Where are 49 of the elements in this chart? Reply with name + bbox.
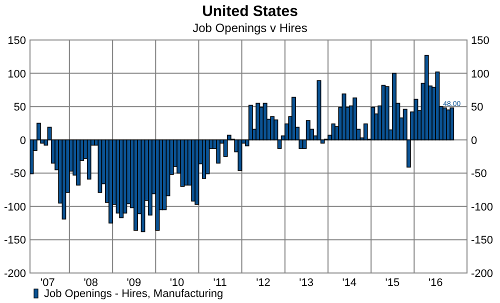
chart-subtitle: Job Openings v Hires xyxy=(192,21,308,35)
x-tick-label: '14 xyxy=(342,277,357,289)
bar xyxy=(414,98,418,140)
bar xyxy=(370,106,376,140)
y-tick-label: -50 xyxy=(10,168,26,180)
y-tick-label: -150 xyxy=(4,234,26,247)
legend-label: Job Openings - Hires, Manufacturing xyxy=(44,288,224,300)
chart-title: United States xyxy=(202,3,298,20)
x-tick-label: '09 xyxy=(126,277,142,289)
y2-tick-label: -150 xyxy=(471,234,494,247)
y2-tick-label: -100 xyxy=(471,201,494,214)
bar xyxy=(363,123,368,140)
bar xyxy=(76,139,81,186)
x-tick-label: '15 xyxy=(385,277,400,289)
bar xyxy=(435,72,440,140)
x-tick-label: '07 xyxy=(40,277,55,289)
bar xyxy=(292,96,296,140)
bar xyxy=(30,139,34,174)
bar xyxy=(238,139,242,171)
bar xyxy=(86,139,92,180)
bar xyxy=(162,139,167,210)
y-tick-label: 100 xyxy=(8,68,26,80)
bar xyxy=(384,86,390,140)
x-tick-label: '16 xyxy=(428,277,443,289)
bar xyxy=(316,80,322,140)
y2-tick-label: 100 xyxy=(471,68,490,80)
x-tick-label: '13 xyxy=(299,277,314,289)
bar xyxy=(450,108,454,140)
y2-tick-label: -50 xyxy=(471,168,487,180)
y-tick-label: 50 xyxy=(14,102,26,114)
bar xyxy=(119,139,124,218)
y2-tick-label: 50 xyxy=(471,102,484,114)
bar xyxy=(155,139,160,231)
bar xyxy=(194,139,200,205)
y-tick-label: -200 xyxy=(4,268,26,280)
x-tick-label: '08 xyxy=(84,277,98,289)
y-tick-label: 150 xyxy=(8,35,26,47)
y2-tick-label: -200 xyxy=(471,268,494,280)
y-tick-label: -100 xyxy=(4,201,26,214)
x-tick-label: '10 xyxy=(170,277,184,289)
y-tick-label: 0 xyxy=(20,134,26,147)
y2-tick-label: 0 xyxy=(471,134,478,147)
bar xyxy=(216,139,220,164)
x-tick-label: '12 xyxy=(256,277,270,289)
y2-tick-label: 150 xyxy=(471,35,490,47)
x-tick-label: '11 xyxy=(213,277,227,289)
bar xyxy=(223,139,228,157)
bar xyxy=(256,102,260,140)
bar xyxy=(352,98,358,140)
